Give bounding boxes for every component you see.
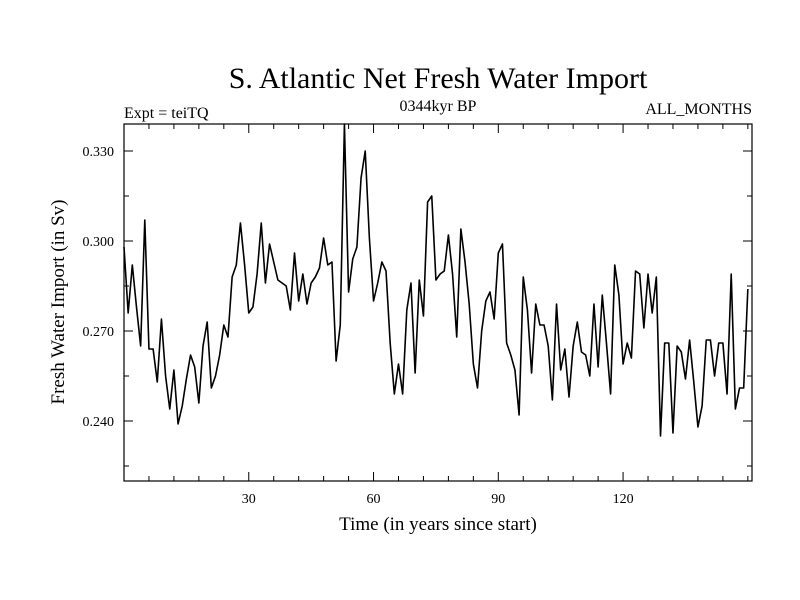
series-line bbox=[123, 123, 749, 437]
y-tick-label: 0.330 bbox=[83, 145, 115, 160]
x-tick-label: 120 bbox=[613, 492, 634, 507]
series-layer bbox=[123, 123, 749, 437]
y-axis-label: Fresh Water Import (in Sv) bbox=[48, 200, 69, 405]
x-tick-label: 90 bbox=[491, 492, 505, 507]
x-tick-label: 60 bbox=[367, 492, 381, 507]
x-axis-label: Time (in years since start) bbox=[339, 514, 537, 535]
y-tick-label: 0.300 bbox=[83, 235, 115, 250]
y-tick-label: 0.270 bbox=[83, 325, 115, 340]
y-axis: 0.240 0.270 0.300 0.330 bbox=[83, 145, 752, 467]
y-tick-label: 0.240 bbox=[83, 415, 115, 430]
x-axis: 30 60 90 120 bbox=[148, 124, 749, 507]
subtitle-experiment: Expt = teiTQ bbox=[124, 105, 209, 122]
chart-title: S. Atlantic Net Fresh Water Import bbox=[229, 62, 648, 95]
x-tick-label: 30 bbox=[242, 492, 256, 507]
subtitle-months: ALL_MONTHS bbox=[645, 101, 752, 118]
subtitle-period: 0344kyr BP bbox=[400, 98, 477, 115]
plot-frame bbox=[123, 123, 753, 482]
